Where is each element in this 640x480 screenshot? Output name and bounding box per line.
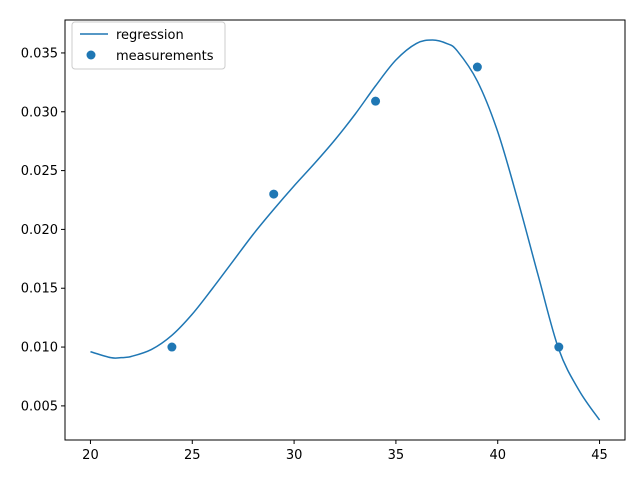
legend-box xyxy=(71,21,226,70)
measurement-point xyxy=(269,189,279,199)
y-tick-label: 0.015 xyxy=(21,282,58,297)
x-tick-label: 30 xyxy=(286,448,303,463)
plot-area xyxy=(90,39,601,421)
x-axis: 20 25 30 35 40 45 xyxy=(82,440,608,463)
legend-marker-swatch xyxy=(86,50,96,60)
y-tick-label: 0.010 xyxy=(21,341,58,356)
y-tick-label: 0.025 xyxy=(21,164,58,179)
y-axis: 0.005 0.010 0.015 0.020 0.025 0.030 0.035 xyxy=(21,46,65,414)
measurement-point xyxy=(167,342,177,352)
measurement-point xyxy=(554,342,564,352)
legend: regression measurements xyxy=(71,21,226,70)
measurement-point xyxy=(371,96,381,106)
axes-frame xyxy=(64,19,626,441)
x-tick-label: 25 xyxy=(184,448,201,463)
x-tick-label: 20 xyxy=(82,448,99,463)
regression-line xyxy=(90,39,601,421)
x-tick-label: 40 xyxy=(489,448,506,463)
legend-label-measurements: measurements xyxy=(116,49,214,64)
y-tick-label: 0.030 xyxy=(21,105,58,120)
y-tick-label: 0.005 xyxy=(21,399,58,414)
x-tick-label: 45 xyxy=(591,448,608,463)
measurement-point xyxy=(472,62,482,72)
y-tick-label: 0.035 xyxy=(21,46,58,61)
y-tick-label: 0.020 xyxy=(21,223,58,238)
x-tick-label: 35 xyxy=(388,448,405,463)
legend-label-regression: regression xyxy=(116,28,184,43)
